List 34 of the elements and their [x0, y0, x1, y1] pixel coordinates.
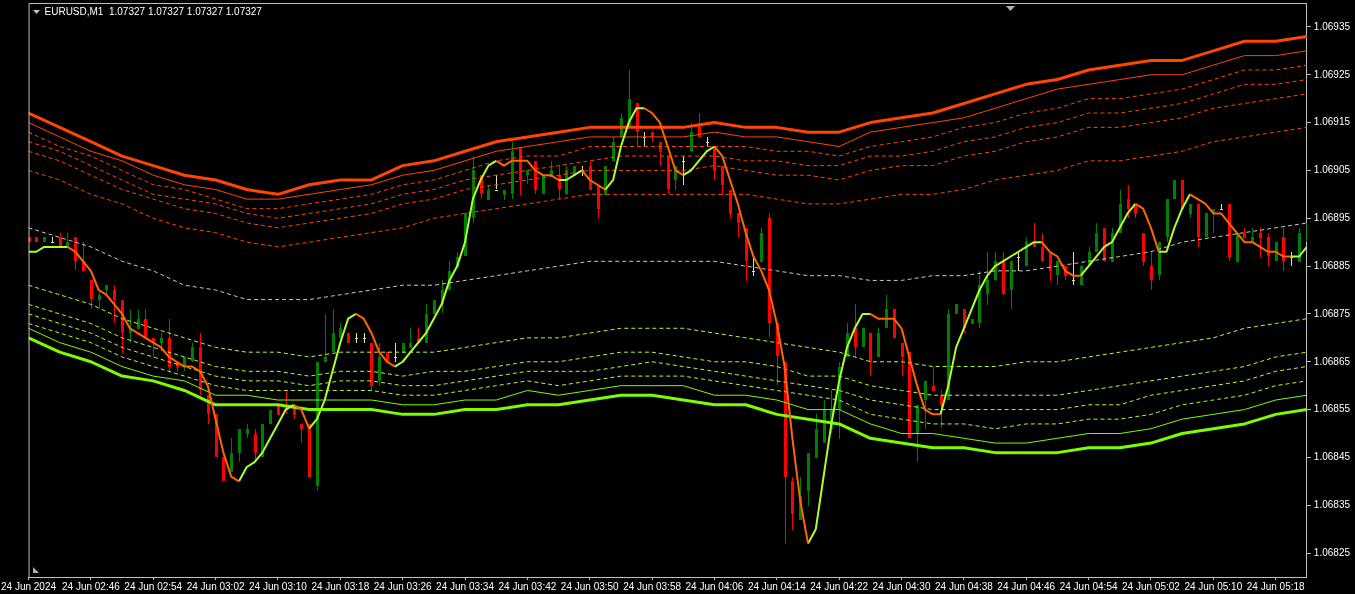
y-tick-label: 1.06885 — [1313, 259, 1351, 271]
x-tick-label: 24 Jun 03:34 — [436, 580, 495, 592]
x-tick-label: 24 Jun 03:02 — [186, 580, 245, 592]
y-tick-label: 1.06905 — [1313, 164, 1351, 176]
y-tick-label: 1.06915 — [1313, 116, 1351, 128]
x-tick-label: 24 Jun 05:18 — [1246, 580, 1306, 592]
y-tick-label: 1.06845 — [1313, 451, 1351, 463]
x-tick-label: 24 Jun 05:10 — [1184, 580, 1243, 592]
y-tick-label: 1.06895 — [1313, 212, 1351, 223]
x-tick-label: 24 Jun 04:14 — [747, 580, 807, 592]
x-tick-label: 24 Jun 03:26 — [373, 580, 433, 592]
x-tick-label: 24 Jun 03:10 — [249, 580, 308, 592]
x-tick-label: 24 Jun 03:42 — [498, 580, 557, 592]
chart-title: EURUSD,M1 1.07327 1.07327 1.07327 1.07327 — [44, 6, 262, 18]
y-tick-label: 1.06875 — [1313, 307, 1351, 319]
x-tick-label: 24 Jun 2024 — [0, 580, 57, 592]
x-tick-label: 24 Jun 03:18 — [311, 580, 370, 592]
y-tick-label: 1.06825 — [1313, 546, 1351, 558]
x-tick-label: 24 Jun 04:30 — [872, 580, 931, 592]
y-tick-label: 1.06865 — [1313, 355, 1351, 367]
x-tick-label: 24 Jun 04:22 — [810, 580, 869, 592]
x-tick-label: 24 Jun 04:06 — [685, 580, 744, 592]
y-tick-label: 1.06855 — [1313, 403, 1351, 415]
x-tick-label: 24 Jun 02:46 — [61, 580, 121, 592]
x-tick-label: 24 Jun 04:38 — [934, 580, 994, 592]
y-tick-label: 1.06925 — [1313, 68, 1351, 80]
y-tick-label: 1.06935 — [1313, 20, 1351, 32]
x-tick-label: 24 Jun 03:50 — [560, 580, 620, 592]
y-tick-label: 1.06835 — [1313, 499, 1351, 510]
x-tick-label: 24 Jun 03:58 — [623, 580, 682, 592]
x-tick-label: 24 Jun 02:54 — [124, 580, 183, 592]
x-tick-label: 24 Jun 05:02 — [1122, 580, 1181, 592]
x-tick-label: 24 Jun 04:46 — [997, 580, 1056, 592]
x-tick-label: 24 Jun 04:54 — [1059, 580, 1118, 592]
